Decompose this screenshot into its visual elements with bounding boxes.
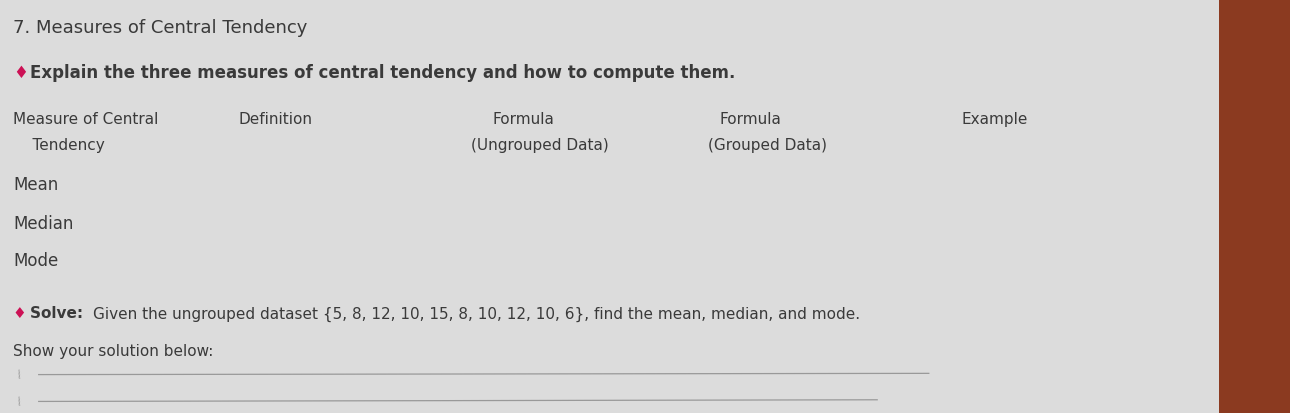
Text: Given the ungrouped dataset {5, 8, 12, 10, 15, 8, 10, 12, 10, 6}, find the mean,: Given the ungrouped dataset {5, 8, 12, 1… [93, 306, 860, 322]
Text: Example: Example [961, 112, 1027, 126]
Text: ♦: ♦ [13, 306, 27, 321]
Text: (Ungrouped Data): (Ungrouped Data) [471, 138, 609, 153]
Text: \: \ [15, 370, 22, 380]
Text: Show your solution below:: Show your solution below: [13, 344, 213, 358]
Text: Mean: Mean [13, 176, 58, 194]
Text: Median: Median [13, 215, 74, 233]
Bar [1219, 0, 1290, 413]
Text: Solve:: Solve: [30, 306, 88, 321]
Text: (Grouped Data): (Grouped Data) [708, 138, 827, 153]
Text: Definition: Definition [239, 112, 312, 126]
Text: Explain the three measures of central tendency and how to compute them.: Explain the three measures of central te… [30, 64, 735, 82]
Text: Mode: Mode [13, 252, 58, 270]
Text: Formula: Formula [493, 112, 555, 126]
Text: Measure of Central: Measure of Central [13, 112, 159, 126]
Text: 7. Measures of Central Tendency: 7. Measures of Central Tendency [13, 19, 307, 37]
Text: Formula: Formula [720, 112, 782, 126]
Text: \: \ [15, 396, 22, 407]
Text: ♦: ♦ [13, 64, 28, 82]
Text: Tendency: Tendency [13, 138, 104, 153]
